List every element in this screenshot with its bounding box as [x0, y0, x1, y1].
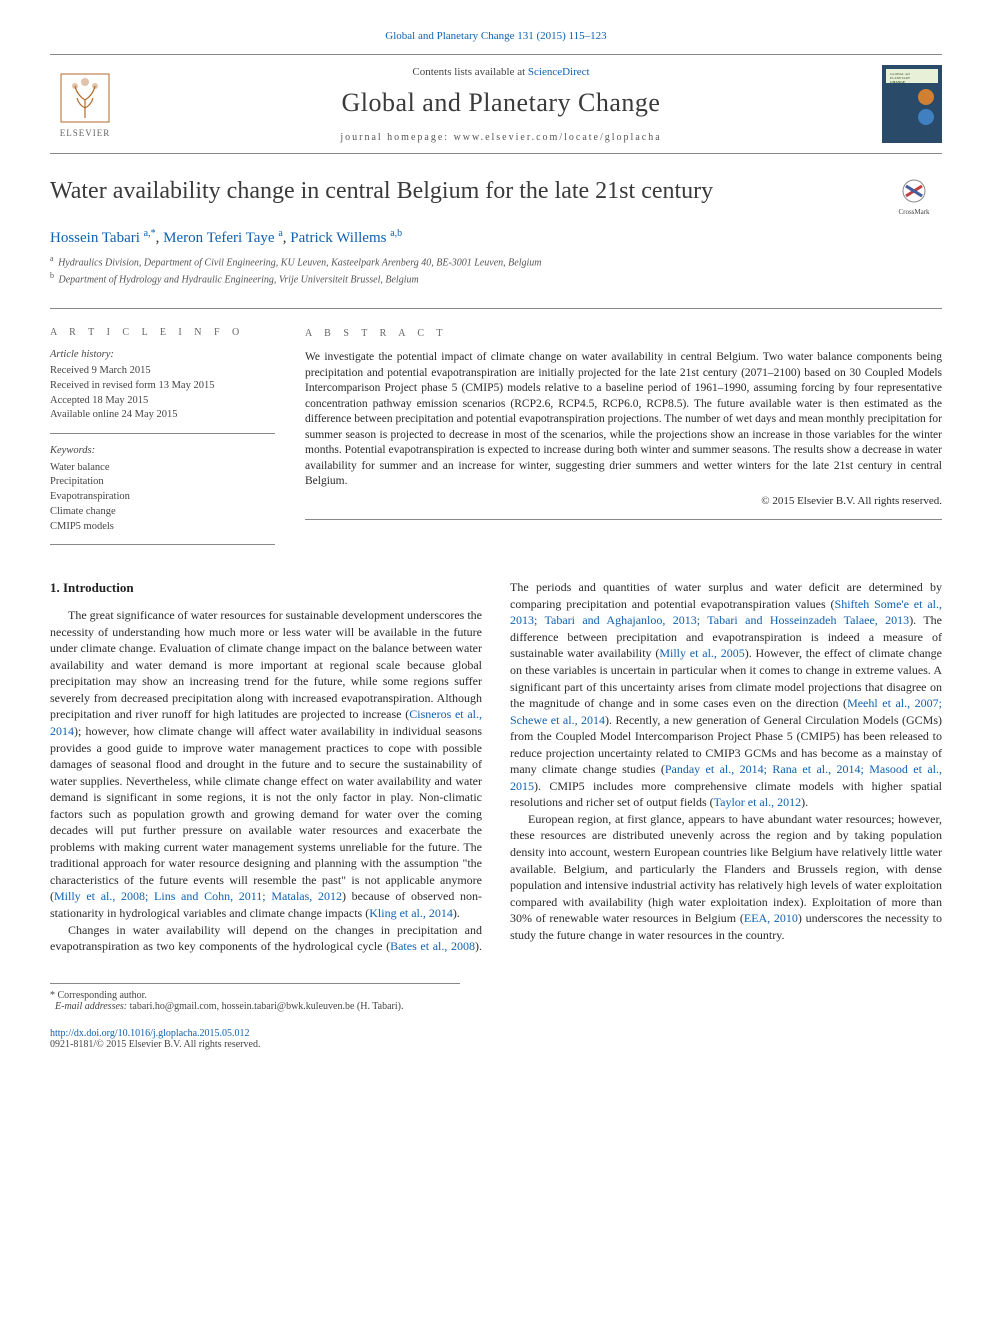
homepage-line: journal homepage: www.elsevier.com/locat… [120, 132, 882, 143]
corr-email-2[interactable]: hossein.tabari@bwk.kuleuven.be [222, 1001, 355, 1012]
cite-milly-lins-matalas[interactable]: Milly et al., 2008; Lins and Cohn, 2011;… [54, 889, 342, 903]
kw-2: Evapotranspiration [50, 490, 275, 505]
top-journal-ref: Global and Planetary Change 131 (2015) 1… [50, 30, 942, 42]
affiliations: a Hydraulics Division, Department of Civ… [50, 253, 942, 288]
homepage-pre: journal homepage: [340, 132, 453, 143]
svg-text:CHANGE: CHANGE [890, 80, 906, 84]
affiliation-a: a Hydraulics Division, Department of Civ… [50, 253, 942, 270]
issn-copyright: 0921-8181/© 2015 Elsevier B.V. All right… [50, 1039, 260, 1050]
para-1: The great significance of water resource… [50, 607, 482, 921]
info-heading: A R T I C L E I N F O [50, 327, 275, 338]
corr-email-1[interactable]: tabari.ho@gmail.com [130, 1001, 217, 1012]
abstract-heading: A B S T R A C T [305, 327, 942, 341]
abstract-text: We investigate the potential impact of c… [305, 350, 942, 490]
corr-label: Corresponding author. [58, 990, 147, 1001]
abstract-copyright: © 2015 Elsevier B.V. All rights reserved… [305, 494, 942, 520]
history-0: Received 9 March 2015 [50, 364, 275, 379]
cite-kling[interactable]: Kling et al., 2014 [369, 906, 453, 920]
doi-block: http://dx.doi.org/10.1016/j.gloplacha.20… [50, 1028, 942, 1050]
kw-0: Water balance [50, 461, 275, 476]
journal-name: Global and Planetary Change [120, 88, 882, 118]
kw-1: Precipitation [50, 475, 275, 490]
cover-icon: GLOBAL and PLANETARY CHANGE [882, 65, 942, 143]
corresponding-author: * Corresponding author. E-mail addresses… [50, 983, 460, 1012]
author-2[interactable]: Meron Teferi Taye a [163, 230, 283, 246]
elsevier-logo: ELSEVIER [50, 70, 120, 138]
doi-link[interactable]: http://dx.doi.org/10.1016/j.gloplacha.20… [50, 1028, 250, 1039]
contents-pre: Contents lists available at [412, 66, 527, 78]
cite-milly-2005[interactable]: Milly et al., 2005 [659, 646, 744, 660]
affiliation-b: b Department of Hydrology and Hydraulic … [50, 270, 942, 287]
header-center: Contents lists available at ScienceDirec… [120, 66, 882, 143]
emails-label: E-mail addresses: [55, 1001, 127, 1012]
elsevier-label: ELSEVIER [60, 128, 111, 138]
cite-bates[interactable]: Bates et al., 2008 [390, 939, 475, 953]
corr-star: * [50, 990, 55, 1001]
authors-line: Hossein Tabari a,*, Meron Teferi Taye a,… [50, 228, 942, 247]
crossmark-icon [894, 178, 934, 208]
keywords-label: Keywords: [50, 444, 275, 459]
contents-line: Contents lists available at ScienceDirec… [120, 66, 882, 78]
sciencedirect-link[interactable]: ScienceDirect [528, 66, 590, 78]
body-text: 1. Introduction The great significance o… [50, 579, 942, 954]
abstract: A B S T R A C T We investigate the poten… [305, 327, 942, 556]
title-row: Water availability change in central Bel… [50, 178, 942, 218]
author-1[interactable]: Hossein Tabari a,* [50, 230, 156, 246]
crossmark-badge[interactable]: CrossMark [886, 178, 942, 218]
journal-cover-thumbnail: GLOBAL and PLANETARY CHANGE [882, 65, 942, 143]
section-1-heading: 1. Introduction [50, 579, 482, 597]
paper-title: Water availability change in central Bel… [50, 178, 886, 205]
author-3[interactable]: Patrick Willems a,b [290, 230, 402, 246]
history-label: Article history: [50, 348, 275, 363]
cite-taylor[interactable]: Taylor et al., 2012 [714, 795, 801, 809]
top-journal-ref-link[interactable]: Global and Planetary Change 131 (2015) 1… [385, 30, 606, 42]
kw-3: Climate change [50, 505, 275, 520]
history-2: Accepted 18 May 2015 [50, 394, 275, 409]
para-3: European region, at first glance, appear… [510, 811, 942, 943]
history-3: Available online 24 May 2015 [50, 408, 275, 423]
article-history: Article history: Received 9 March 2015 R… [50, 348, 275, 434]
article-info: A R T I C L E I N F O Article history: R… [50, 327, 275, 556]
homepage-url: www.elsevier.com/locate/gloplacha [454, 132, 662, 143]
cite-eea[interactable]: EEA, 2010 [744, 911, 798, 925]
journal-header: ELSEVIER Contents lists available at Sci… [50, 54, 942, 154]
history-1: Received in revised form 13 May 2015 [50, 379, 275, 394]
kw-4: CMIP5 models [50, 520, 275, 535]
keywords-block: Keywords: Water balance Precipitation Ev… [50, 444, 275, 545]
info-abstract-row: A R T I C L E I N F O Article history: R… [50, 308, 942, 556]
crossmark-label: CrossMark [898, 208, 929, 216]
elsevier-tree-icon [57, 70, 113, 126]
